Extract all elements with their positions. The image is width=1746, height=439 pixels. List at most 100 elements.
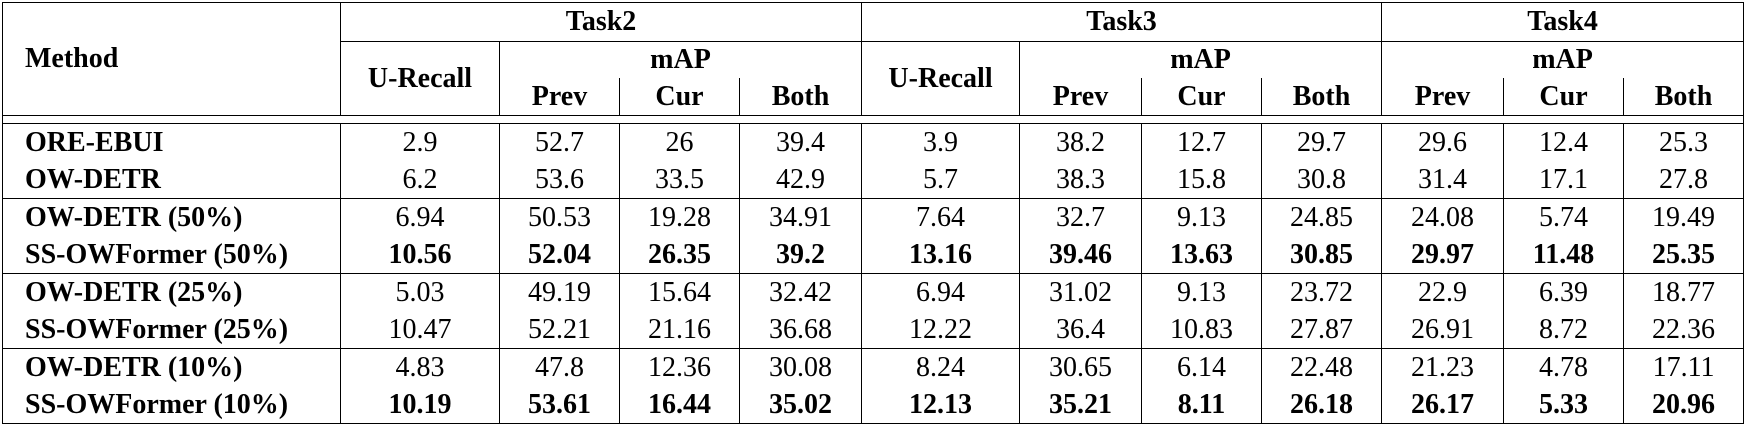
value-cell: 6.39 <box>1503 273 1625 311</box>
value-cell: 26.17 <box>1381 386 1505 424</box>
value-cell: 30.8 <box>1261 161 1383 199</box>
value-cell: 9.13 <box>1141 198 1263 236</box>
column-header: Both <box>1261 78 1383 116</box>
method-cell: SS-OWFormer (50%) <box>2 236 341 274</box>
value-cell: 10.83 <box>1141 311 1263 349</box>
value-cell: 3.9 <box>861 123 1021 161</box>
value-cell: 22.9 <box>1381 273 1505 311</box>
column-header: Both <box>738 78 863 116</box>
value-cell: 52.7 <box>499 123 620 161</box>
value-cell: 32.42 <box>738 273 863 311</box>
value-cell: 6.2 <box>340 161 500 199</box>
value-cell: 25.35 <box>1623 236 1745 274</box>
column-header: Cur <box>1503 78 1625 116</box>
value-cell: 27.87 <box>1261 311 1383 349</box>
column-header: Both <box>1623 78 1745 116</box>
value-cell: 15.8 <box>1141 161 1263 199</box>
value-cell: 10.47 <box>340 311 500 349</box>
value-cell: 36.68 <box>738 311 863 349</box>
column-header: Prev <box>1019 78 1143 116</box>
value-cell: 12.7 <box>1141 123 1263 161</box>
value-cell: 35.21 <box>1019 386 1143 424</box>
value-cell: 22.36 <box>1623 311 1745 349</box>
value-cell: 6.94 <box>340 198 500 236</box>
value-cell: 31.02 <box>1019 273 1143 311</box>
metric-header: U-Recall <box>340 41 500 116</box>
value-cell: 34.91 <box>738 198 863 236</box>
value-cell: 39.2 <box>738 236 863 274</box>
value-cell: 30.65 <box>1019 348 1143 386</box>
table-row: OW-DETR (50%) 6.94 50.53 19.28 34.91 7.64 32.7… <box>2 198 1745 236</box>
value-cell: 32.7 <box>1019 198 1143 236</box>
table-row: ORE-EBUI 2.9 52.7 26 39.4 3.9 38.2 12.7 29.7 29.6… <box>2 123 1745 161</box>
value-cell: 31.4 <box>1381 161 1505 199</box>
value-cell: 2.9 <box>340 123 500 161</box>
value-cell: 5.33 <box>1503 386 1625 424</box>
metric-header: mAP <box>498 41 863 78</box>
method-cell: OW-DETR <box>2 161 341 199</box>
value-cell: 24.85 <box>1261 198 1383 236</box>
value-cell: 21.23 <box>1381 348 1505 386</box>
value-cell: 17.11 <box>1623 348 1745 386</box>
value-cell: 38.3 <box>1019 161 1143 199</box>
results-table: Method Task2 Task3 Task4 U-Recall mAP U-Recall… <box>1 2 1745 424</box>
value-cell: 30.85 <box>1261 236 1383 274</box>
method-cell: SS-OWFormer (25%) <box>2 311 341 349</box>
value-cell: 5.7 <box>861 161 1021 199</box>
value-cell: 52.21 <box>499 311 620 349</box>
value-cell: 6.14 <box>1141 348 1263 386</box>
method-cell: SS-OWFormer (10%) <box>2 386 341 424</box>
value-cell: 26.18 <box>1261 386 1383 424</box>
value-cell: 7.64 <box>861 198 1021 236</box>
table-row: OW-DETR 6.2 53.6 33.5 42.9 5.7 38.3 15.8 30.8 31.… <box>2 161 1745 199</box>
value-cell: 9.13 <box>1141 273 1263 311</box>
row-group: ORE-EBUI 2.9 52.7 26 39.4 3.9 38.2 12.7 29.7 29.6… <box>2 123 1745 199</box>
value-cell: 50.53 <box>499 198 620 236</box>
header-row: Prev Cur Both Prev Cur Both Prev Cur Both <box>3 78 1745 116</box>
value-cell: 52.04 <box>499 236 620 274</box>
task-header: Task2 <box>339 2 863 42</box>
value-cell: 12.22 <box>861 311 1021 349</box>
value-cell: 18.77 <box>1623 273 1745 311</box>
table-row: SS-OWFormer (25%) 10.47 52.21 21.16 36.68 12.… <box>2 311 1745 349</box>
value-cell: 15.64 <box>619 273 740 311</box>
value-cell: 38.2 <box>1019 123 1143 161</box>
value-cell: 8.24 <box>861 348 1021 386</box>
value-cell: 47.8 <box>499 348 620 386</box>
value-cell: 24.08 <box>1381 198 1505 236</box>
table-row: OW-DETR (10%) 4.83 47.8 12.36 30.08 8.24 30.65… <box>2 348 1745 386</box>
value-cell: 10.19 <box>340 386 500 424</box>
value-cell: 29.97 <box>1381 236 1505 274</box>
method-cell: ORE-EBUI <box>2 123 341 161</box>
value-cell: 33.5 <box>619 161 740 199</box>
metric-header: mAP <box>1019 41 1383 78</box>
value-cell: 30.08 <box>738 348 863 386</box>
value-cell: 26.91 <box>1381 311 1505 349</box>
value-cell: 12.13 <box>861 386 1021 424</box>
value-cell: 12.36 <box>619 348 740 386</box>
page: Method Task2 Task3 Task4 U-Recall mAP U-Recall… <box>1 2 1745 424</box>
value-cell: 5.03 <box>340 273 500 311</box>
value-cell: 26.35 <box>619 236 740 274</box>
task-header: Task4 <box>1381 2 1745 42</box>
value-cell: 29.6 <box>1381 123 1505 161</box>
metric-header: mAP <box>1381 41 1745 78</box>
value-cell: 6.94 <box>861 273 1021 311</box>
column-header: Prev <box>499 78 620 116</box>
table-row: SS-OWFormer (50%) 10.56 52.04 26.35 39.2 13.1… <box>2 236 1745 274</box>
value-cell: 22.48 <box>1261 348 1383 386</box>
row-group: OW-DETR (50%) 6.94 50.53 19.28 34.91 7.64 32.7… <box>2 198 1745 274</box>
value-cell: 36.4 <box>1019 311 1143 349</box>
value-cell: 13.16 <box>861 236 1021 274</box>
value-cell: 42.9 <box>738 161 863 199</box>
value-cell: 35.02 <box>738 386 863 424</box>
value-cell: 29.7 <box>1261 123 1383 161</box>
value-cell: 39.46 <box>1019 236 1143 274</box>
value-cell: 8.11 <box>1141 386 1263 424</box>
value-cell: 17.1 <box>1503 161 1625 199</box>
value-cell: 20.96 <box>1623 386 1745 424</box>
method-header: Method <box>2 2 341 116</box>
row-group: OW-DETR (10%) 4.83 47.8 12.36 30.08 8.24 30.65… <box>2 348 1745 424</box>
value-cell: 19.28 <box>619 198 740 236</box>
method-cell: OW-DETR (50%) <box>2 198 341 236</box>
